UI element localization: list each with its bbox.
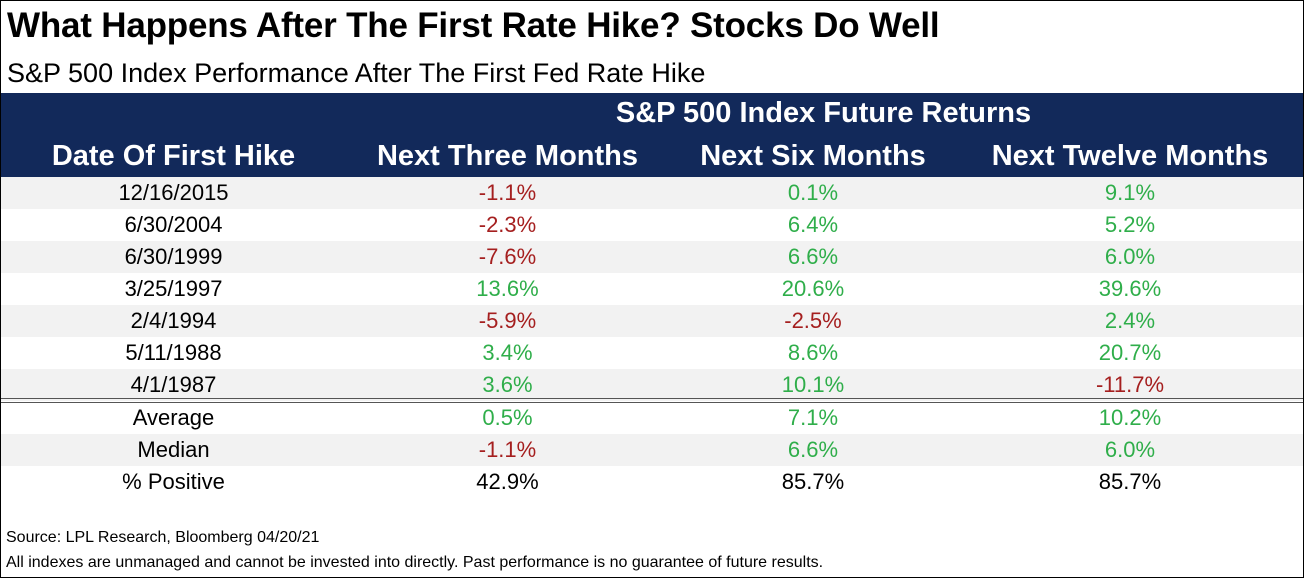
cell-twelve-months: 5.2% [1104,212,1156,237]
cell-twelve-months: 20.7% [1098,340,1162,365]
cell-twelve-months: 85.7% [1098,469,1162,494]
cell-twelve-months: 6.0% [1104,437,1156,462]
cell-six-months: 10.1% [781,372,845,397]
cell-three-months: 3.4% [482,340,533,365]
column-header-six-months: Next Six Months [700,140,926,172]
cell-date: Median [137,437,210,462]
cell-three-months: -1.1% [478,437,537,462]
cell-date: 6/30/2004 [124,212,223,237]
table-row: 3/25/1997 13.6% 20.6% 39.6% [1,273,1303,305]
cell-date: 5/11/1988 [125,340,222,365]
cell-three-months: 0.5% [482,405,533,430]
cell-six-months: 6.6% [787,244,839,269]
cell-three-months: -2.3% [478,212,537,237]
cell-six-months: 6.4% [787,212,839,237]
cell-three-months: 42.9% [476,469,539,494]
table-row: 12/16/2015 -1.1% 0.1% 9.1% [1,177,1303,209]
cell-date: 4/1/1987 [130,372,217,397]
cell-twelve-months: 9.1% [1104,180,1156,205]
cell-date: 12/16/2015 [118,180,229,205]
summary-row: % Positive 42.9% 85.7% 85.7% [1,466,1303,498]
column-header-date: Date Of First Hike [51,140,296,172]
column-header-three-months: Next Three Months [376,140,639,172]
cell-six-months: 7.1% [787,405,839,430]
chart-title: What Happens After The First Rate Hike? … [7,6,940,45]
cell-date: Average [132,405,215,430]
source-note: Source: LPL Research, Bloomberg 04/20/21 [6,529,320,546]
summary-row: Average 0.5% 7.1% 10.2% [1,402,1303,434]
cell-twelve-months: 10.2% [1098,405,1162,430]
cell-three-months: -1.1% [478,180,537,205]
cell-six-months: 20.6% [781,276,845,301]
cell-twelve-months: 6.0% [1104,244,1156,269]
cell-date: % Positive [122,469,225,494]
chart-subtitle: S&P 500 Index Performance After The Firs… [7,58,706,88]
group-header: S&P 500 Index Future Returns [615,97,1032,129]
cell-date: 6/30/1999 [124,244,223,269]
cell-six-months: 8.6% [787,340,839,365]
cell-six-months: 85.7% [781,469,845,494]
cell-three-months: -5.9% [478,308,537,333]
cell-six-months: 6.6% [787,437,839,462]
summary-separator [1,398,1303,403]
cell-date: 3/25/1997 [124,276,223,301]
cell-twelve-months: 39.6% [1098,276,1162,301]
table-header: S&P 500 Index Future Returns Date Of Fir… [1,93,1303,177]
summary-row: Median -1.1% 6.6% 6.0% [1,434,1303,466]
table-row: 5/11/1988 3.4% 8.6% 20.7% [1,337,1303,369]
cell-six-months: -2.5% [784,308,842,333]
cell-three-months: 13.6% [476,276,539,301]
column-header-twelve-months: Next Twelve Months [991,140,1269,172]
table-row: 4/1/1987 3.6% 10.1% -11.7% [1,369,1303,401]
disclaimer-note: All indexes are unmanaged and cannot be … [6,554,824,571]
cell-three-months: 3.6% [482,372,533,397]
cell-three-months: -7.6% [478,244,537,269]
table-row: 2/4/1994 -5.9% -2.5% 2.4% [1,305,1303,337]
cell-six-months: 0.1% [787,180,839,205]
table-row: 6/30/2004 -2.3% 6.4% 5.2% [1,209,1303,241]
cell-date: 2/4/1994 [130,308,217,333]
cell-twelve-months: 2.4% [1104,308,1156,333]
cell-twelve-months: -11.7% [1095,372,1165,397]
table-row: 6/30/1999 -7.6% 6.6% 6.0% [1,241,1303,273]
